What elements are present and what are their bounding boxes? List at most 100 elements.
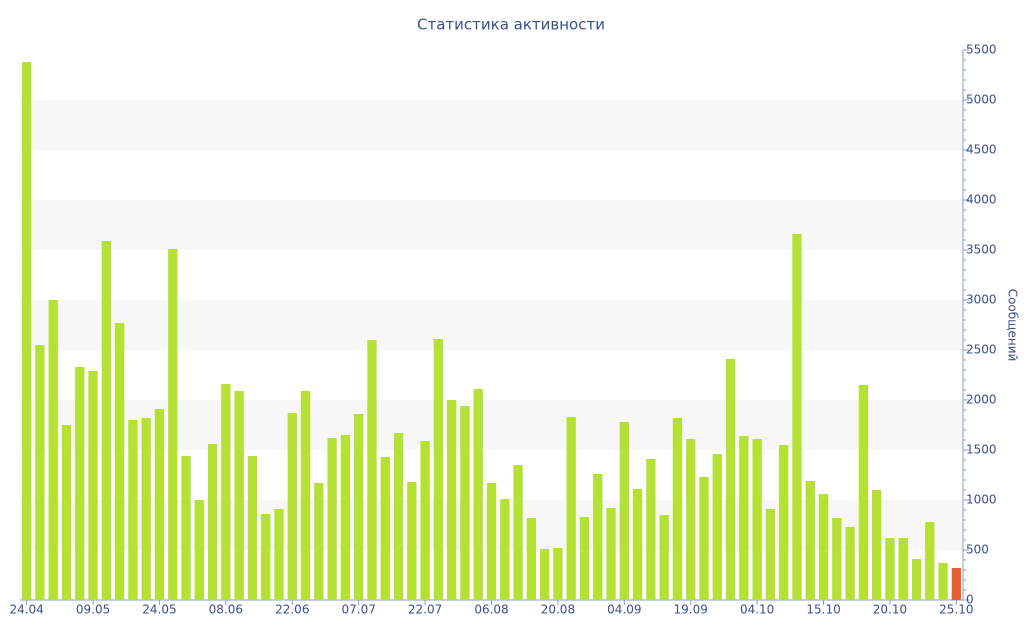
x-tick-label: 06.08 <box>474 603 508 617</box>
bar <box>274 509 284 600</box>
grid-band <box>20 100 963 150</box>
bar <box>805 481 815 600</box>
x-tick-label: 19.09 <box>674 603 708 617</box>
bar <box>500 499 510 600</box>
bar <box>393 433 404 600</box>
bar <box>21 62 32 600</box>
grid-band <box>20 200 963 250</box>
bar <box>35 345 45 600</box>
bar <box>114 323 125 600</box>
bar <box>168 249 178 600</box>
x-tick-label: 15.10 <box>806 603 840 617</box>
bar <box>739 436 749 600</box>
y-tick-label: 3000 <box>966 293 997 307</box>
bar <box>420 441 430 600</box>
y-axis-label: Сообщений <box>1006 289 1020 362</box>
x-tick-label: 04.10 <box>740 603 774 617</box>
x-tick-label: 24.05 <box>142 603 176 617</box>
bar <box>765 509 776 600</box>
bar <box>752 439 762 600</box>
bar <box>61 425 72 600</box>
bar <box>314 483 324 600</box>
x-tick-label: 09.05 <box>76 603 110 617</box>
y-tick-label: 1500 <box>966 443 997 457</box>
bar <box>194 500 204 600</box>
y-tick-label: 4000 <box>966 193 997 207</box>
bar <box>898 538 908 600</box>
bar <box>619 422 629 600</box>
bar <box>938 563 948 600</box>
bar <box>699 477 709 600</box>
bar <box>88 371 98 600</box>
bar <box>300 391 311 600</box>
bar <box>154 409 165 600</box>
bar <box>872 490 882 600</box>
grid-band <box>20 300 963 350</box>
bar <box>513 465 523 600</box>
y-tick-label: 0 <box>966 593 974 607</box>
bar <box>101 241 111 600</box>
bar <box>141 418 151 600</box>
bar <box>473 389 483 600</box>
bar <box>181 456 191 600</box>
bar <box>247 456 258 600</box>
bar <box>207 444 218 600</box>
bar <box>646 459 656 600</box>
y-tick-label: 1000 <box>966 493 997 507</box>
bar <box>779 445 789 600</box>
x-tick-label: 25.10 <box>939 603 973 617</box>
chart-title: Статистика активности <box>417 16 605 34</box>
bar <box>48 300 58 600</box>
bar <box>340 435 351 600</box>
bar <box>672 418 683 600</box>
bar <box>792 234 802 600</box>
bar <box>234 391 244 600</box>
x-tick-label: 24.04 <box>9 603 43 617</box>
y-tick-label: 5500 <box>966 43 997 57</box>
bar <box>911 559 922 600</box>
bar <box>221 384 231 600</box>
bar <box>925 522 935 600</box>
bar <box>659 515 669 600</box>
bar <box>287 413 297 600</box>
y-tick-label: 3500 <box>966 243 997 257</box>
y-tick-label: 4500 <box>966 143 997 157</box>
bar <box>858 385 869 600</box>
bar <box>261 514 271 600</box>
bar <box>832 518 842 600</box>
y-tick-label: 500 <box>966 543 989 557</box>
bar <box>566 417 576 600</box>
x-tick-label: 22.07 <box>408 603 442 617</box>
bar <box>606 508 616 600</box>
x-tick-label: 07.07 <box>342 603 376 617</box>
bar <box>460 406 470 600</box>
bar <box>526 518 536 600</box>
bar <box>725 359 736 600</box>
y-tick-label: 2000 <box>966 393 997 407</box>
bar <box>712 454 722 600</box>
bar <box>407 482 417 600</box>
x-tick-label: 04.09 <box>607 603 641 617</box>
bar <box>380 457 390 600</box>
bar <box>593 474 603 600</box>
y-tick-label: 2500 <box>966 343 997 357</box>
bar <box>885 538 895 600</box>
bar <box>433 339 444 600</box>
bar <box>579 517 590 600</box>
bar <box>128 420 138 600</box>
bar <box>686 439 696 600</box>
bar <box>539 549 550 600</box>
bar <box>845 527 855 600</box>
y-tick-label: 5000 <box>966 93 997 107</box>
bar <box>818 494 829 600</box>
x-tick-label: 20.10 <box>873 603 907 617</box>
bar <box>367 340 377 600</box>
x-tick-label: 20.08 <box>541 603 575 617</box>
bar <box>75 367 85 600</box>
x-tick-label: 22.06 <box>275 603 309 617</box>
x-tick-label: 08.06 <box>209 603 243 617</box>
bar <box>327 438 337 600</box>
bar <box>553 548 563 600</box>
